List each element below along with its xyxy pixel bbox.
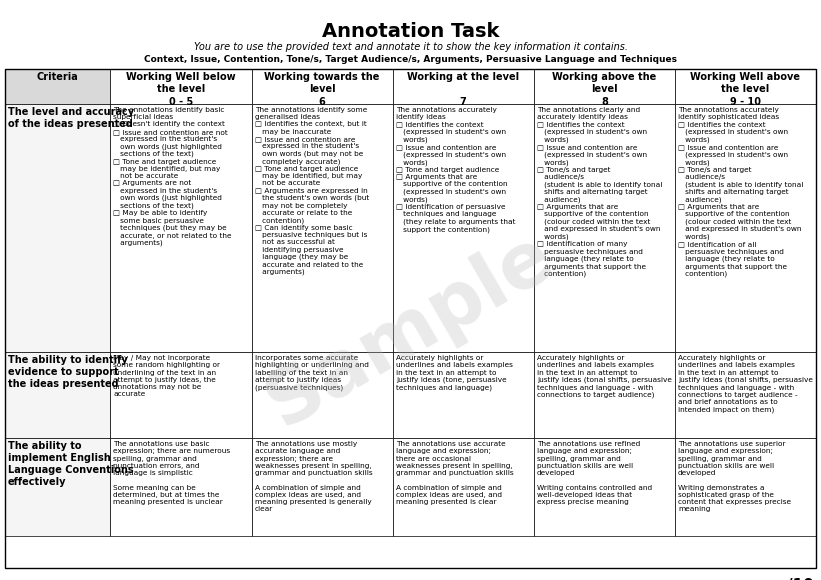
Text: You are to use the provided text and annotate it to show the key information it : You are to use the provided text and ann… bbox=[194, 42, 627, 52]
Text: The ability to
implement English
Language Conventions
effectively: The ability to implement English Languag… bbox=[8, 441, 134, 487]
Bar bbox=[392, 352, 534, 438]
Bar bbox=[675, 352, 816, 438]
Bar bbox=[111, 104, 251, 352]
Text: The annotations use basic
expression; there are numerous
spelling, grammar and
p: The annotations use basic expression; th… bbox=[113, 441, 231, 505]
Text: Working towards the
level
6: Working towards the level 6 bbox=[264, 72, 380, 107]
Bar bbox=[5, 69, 111, 104]
Text: /10: /10 bbox=[787, 578, 814, 580]
Bar bbox=[251, 352, 392, 438]
Text: Accurately highlights or
underlines and labels examples
in the text in an attemp: Accurately highlights or underlines and … bbox=[678, 355, 813, 413]
Text: Accurately highlights or
underlines and labels examples
in the text in an attemp: Accurately highlights or underlines and … bbox=[537, 355, 672, 398]
Text: Working Well above
the level
9 - 10: Working Well above the level 9 - 10 bbox=[690, 72, 800, 107]
Text: Context, Issue, Contention, Tone/s, Target Audience/s, Arguments, Persuasive Lan: Context, Issue, Contention, Tone/s, Targ… bbox=[144, 55, 677, 64]
Text: The annotations use superior
language and expression;
spelling, grammar and
punc: The annotations use superior language an… bbox=[678, 441, 791, 512]
Text: The ability to identify
evidence to support
the ideas presented: The ability to identify evidence to supp… bbox=[8, 355, 128, 389]
Text: Working above the
level
8: Working above the level 8 bbox=[553, 72, 657, 107]
Text: The annotations use mostly
accurate language and
expression; there are
weaknesse: The annotations use mostly accurate lang… bbox=[255, 441, 372, 512]
Text: Sample: Sample bbox=[254, 219, 567, 443]
Text: The annotations identify basic
superficial ideas
□ Doesn't identify the context
: The annotations identify basic superfici… bbox=[113, 107, 232, 246]
Text: Working Well below
the level
0 - 5: Working Well below the level 0 - 5 bbox=[126, 72, 236, 107]
Bar bbox=[111, 438, 251, 535]
Bar bbox=[392, 69, 534, 104]
Text: The annotations use refined
language and expression;
spelling, grammar and
punct: The annotations use refined language and… bbox=[537, 441, 652, 505]
Bar bbox=[251, 69, 392, 104]
Bar bbox=[534, 69, 675, 104]
Text: The annotations use accurate
language and expression;
there are occasional
weakn: The annotations use accurate language an… bbox=[396, 441, 513, 505]
Text: Criteria: Criteria bbox=[37, 72, 79, 82]
Text: The annotations accurately
identify ideas
□ Identifies the context
   (expressed: The annotations accurately identify idea… bbox=[396, 107, 515, 233]
Bar bbox=[534, 104, 675, 352]
Text: The annotations accurately
identify sophisticated ideas
□ Identifies the context: The annotations accurately identify soph… bbox=[678, 107, 803, 277]
Bar bbox=[675, 69, 816, 104]
Bar bbox=[675, 104, 816, 352]
Bar bbox=[5, 104, 111, 352]
Bar bbox=[111, 352, 251, 438]
Bar bbox=[5, 438, 111, 535]
Bar bbox=[392, 438, 534, 535]
Bar bbox=[534, 352, 675, 438]
Bar bbox=[675, 438, 816, 535]
Text: Working at the level

7: Working at the level 7 bbox=[407, 72, 519, 107]
Text: The annotations identify some
generalised ideas
□ Identifies the context, but it: The annotations identify some generalise… bbox=[255, 107, 369, 276]
Text: Annotation Task: Annotation Task bbox=[322, 22, 499, 41]
Bar bbox=[111, 69, 251, 104]
Bar bbox=[534, 438, 675, 535]
Bar bbox=[251, 104, 392, 352]
Bar bbox=[5, 352, 111, 438]
Text: Incorporates some accurate
highlighting or underlining and
labelling of the text: Incorporates some accurate highlighting … bbox=[255, 355, 369, 391]
Bar bbox=[5, 69, 816, 568]
Bar bbox=[251, 438, 392, 535]
Text: The annotations clearly and
accurately identify ideas
□ Identifies the context
 : The annotations clearly and accurately i… bbox=[537, 107, 663, 277]
Text: The level and accuracy
of the ideas presented: The level and accuracy of the ideas pres… bbox=[8, 107, 134, 129]
Bar bbox=[392, 104, 534, 352]
Text: May / May not incorporate
some random highlighting or
underlining of the text in: May / May not incorporate some random hi… bbox=[113, 355, 220, 397]
Text: Accurately highlights or
underlines and labels examples
in the text in an attemp: Accurately highlights or underlines and … bbox=[396, 355, 512, 391]
